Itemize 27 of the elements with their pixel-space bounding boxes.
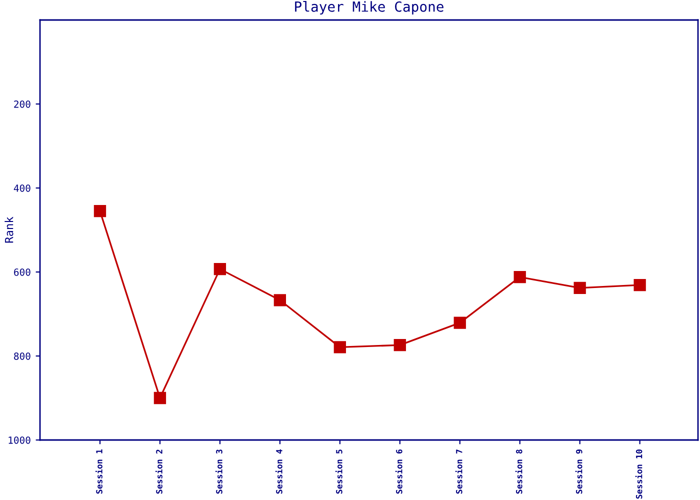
point xyxy=(154,392,166,404)
point xyxy=(634,278,646,292)
x-tick-label: Session 7 xyxy=(455,450,462,494)
point xyxy=(214,262,226,276)
x-tick-label: Session 3 xyxy=(215,450,222,494)
chart-title: Player Mike Capone xyxy=(295,1,444,15)
x-tick-label: Session 2 xyxy=(155,450,162,494)
x-tick-label: Session 8 xyxy=(515,450,522,494)
point xyxy=(94,205,106,218)
point xyxy=(274,294,286,306)
point xyxy=(454,316,466,329)
point xyxy=(334,341,346,354)
x-tick-label: Session 5 xyxy=(335,450,342,494)
y-tick-label: 200 xyxy=(14,100,30,108)
point xyxy=(574,282,586,294)
x-tick-label: Session 6 xyxy=(395,449,402,494)
y-tick-label: 600 xyxy=(14,268,30,276)
x-tick-label: Session 10 xyxy=(635,450,642,499)
point xyxy=(394,339,406,352)
y-axis-title: Rank xyxy=(4,216,14,243)
point xyxy=(514,270,526,284)
y-tick-label: 1000 xyxy=(8,436,30,444)
x-tick-label: Session 1 xyxy=(96,449,102,494)
x-tick-label: Session 9 xyxy=(575,450,582,494)
x-tick-label: Session 4 xyxy=(275,449,282,494)
y-tick-label: 800 xyxy=(14,352,30,360)
y-tick-label: 400 xyxy=(14,184,30,192)
